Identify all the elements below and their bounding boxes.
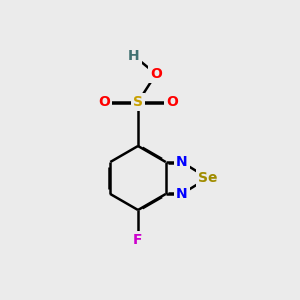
Text: S: S: [133, 95, 143, 109]
Text: O: O: [98, 95, 110, 109]
Text: F: F: [133, 233, 143, 247]
Text: N: N: [176, 155, 188, 169]
Text: O: O: [150, 67, 162, 81]
Text: H: H: [128, 49, 140, 63]
Text: N: N: [176, 187, 188, 201]
Text: Se: Se: [198, 171, 218, 185]
Text: O: O: [166, 95, 178, 109]
